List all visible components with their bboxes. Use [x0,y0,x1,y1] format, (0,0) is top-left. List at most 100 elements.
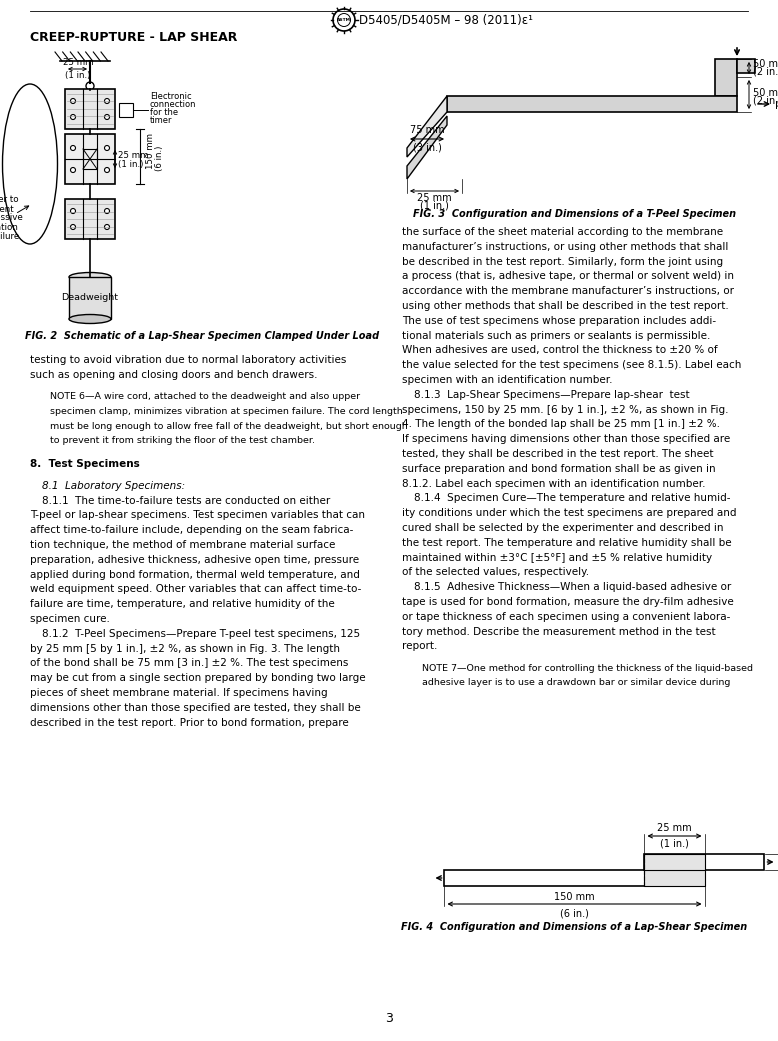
Circle shape [71,225,75,229]
Polygon shape [737,59,755,73]
Circle shape [71,208,75,213]
Text: manufacturer’s instructions, or using other methods that shall: manufacturer’s instructions, or using ot… [402,242,728,252]
Text: (2 in.): (2 in.) [753,67,778,77]
Text: maintained within ±3°C [±5°F] and ±5 % relative humidity: maintained within ±3°C [±5°F] and ±5 % r… [402,553,712,562]
Text: cured shall be selected by the experimenter and described in: cured shall be selected by the experimen… [402,523,724,533]
Text: 8.1.2. Label each specimen with an identification number.: 8.1.2. Label each specimen with an ident… [402,479,706,488]
Circle shape [104,208,110,213]
Text: 8.1.5  Adhesive Thickness—When a liquid-based adhesive or: 8.1.5 Adhesive Thickness—When a liquid-b… [414,582,731,592]
Text: Deadweight: Deadweight [61,294,118,303]
Text: FIG. 3  Configuration and Dimensions of a T-Peel Specimen: FIG. 3 Configuration and Dimensions of a… [413,209,736,219]
Text: 150 mm: 150 mm [554,892,595,902]
Text: 25 mm: 25 mm [118,151,149,159]
Text: 8.1.1  The time-to-failure tests are conducted on either: 8.1.1 The time-to-failure tests are cond… [42,496,330,506]
Text: CREEP-RUPTURE - LAP SHEAR: CREEP-RUPTURE - LAP SHEAR [30,30,237,44]
Text: applied during bond formation, thermal weld temperature, and: applied during bond formation, thermal w… [30,569,360,580]
Text: ity conditions under which the test specimens are prepared and: ity conditions under which the test spec… [402,508,737,518]
Text: (6 in.): (6 in.) [155,146,164,171]
Text: ASTM: ASTM [337,18,351,22]
Circle shape [71,146,75,151]
Text: may be cut from a single section prepared by bonding two large: may be cut from a single section prepare… [30,674,366,683]
Text: adhesive layer is to use a drawdown bar or similar device during: adhesive layer is to use a drawdown bar … [422,679,731,687]
Text: specimen clamp, minimizes vibration at specimen failure. The cord length: specimen clamp, minimizes vibration at s… [50,407,403,415]
Text: connection: connection [150,101,197,109]
Bar [65,134,115,184]
Polygon shape [715,59,737,96]
Text: (1 in.): (1 in.) [660,838,689,848]
Text: report.: report. [402,641,437,652]
Text: 3: 3 [385,1013,393,1025]
Text: (2 in.): (2 in.) [753,96,778,105]
Text: failure are time, temperature, and relative humidity of the: failure are time, temperature, and relat… [30,600,335,609]
Text: surface preparation and bond formation shall be as given in: surface preparation and bond formation s… [402,464,716,474]
Text: tape is used for bond formation, measure the dry-film adhesive: tape is used for bond formation, measure… [402,596,734,607]
Text: tory method. Describe the measurement method in the test: tory method. Describe the measurement me… [402,627,716,637]
Text: tested, they shall be described in the test report. The sheet: tested, they shall be described in the t… [402,449,713,459]
Ellipse shape [69,314,111,324]
Text: 50 mm: 50 mm [753,87,778,98]
Text: 8.1.2  T-Peel Specimens—Prepare T-peel test specimens, 125: 8.1.2 T-Peel Specimens—Prepare T-peel te… [42,629,360,639]
Text: T-peel or lap-shear specimens. Test specimen variables that can: T-peel or lap-shear specimens. Test spec… [30,510,365,520]
Text: of the bond shall be 75 mm [3 in.] ±2 %. The test specimens: of the bond shall be 75 mm [3 in.] ±2 %.… [30,658,349,668]
Text: 25 mm: 25 mm [657,823,692,833]
Circle shape [104,146,110,151]
Text: (1 in.): (1 in.) [65,71,91,80]
Circle shape [104,225,110,229]
Polygon shape [407,116,447,179]
Text: specimen with an identification number.: specimen with an identification number. [402,375,612,385]
Text: the value selected for the test specimens (see 8.1.5). Label each: the value selected for the test specimen… [402,360,741,371]
Text: tion technique, the method of membrane material surface: tion technique, the method of membrane m… [30,540,335,550]
Text: (1 in.): (1 in.) [118,160,143,170]
Text: using other methods that shall be described in the test report.: using other methods that shall be descri… [402,301,729,311]
Text: If specimens having dimensions other than those specified are: If specimens having dimensions other tha… [402,434,731,445]
Text: weld equipment speed. Other variables that can affect time-to-: weld equipment speed. Other variables th… [30,584,361,594]
Text: affect time-to-failure include, depending on the seam fabrica-: affect time-to-failure include, dependin… [30,526,353,535]
Text: NOTE 7—One method for controlling the thickness of the liquid-based: NOTE 7—One method for controlling the th… [422,663,753,672]
Text: 25 mm: 25 mm [417,193,452,203]
Circle shape [71,115,75,120]
Text: (1 in.): (1 in.) [420,201,449,211]
Text: 50 mm: 50 mm [753,59,778,69]
Bar [444,870,705,886]
Text: of the selected values, respectively.: of the selected values, respectively. [402,567,589,578]
Text: 8.  Test Specimens: 8. Test Specimens [30,459,140,468]
Text: testing to avoid vibration due to normal laboratory activities: testing to avoid vibration due to normal… [30,355,346,365]
Circle shape [104,115,110,120]
Text: by 25 mm [5 by 1 in.], ±2 %, as shown in Fig. 3. The length: by 25 mm [5 by 1 in.], ±2 %, as shown in… [30,643,340,654]
Text: preparation, adhesive thickness, adhesive open time, pressure: preparation, adhesive thickness, adhesiv… [30,555,359,565]
Circle shape [104,99,110,103]
Text: When adhesives are used, control the thickness to ±20 % of: When adhesives are used, control the thi… [402,346,717,355]
Text: dimensions other than those specified are tested, they shall be: dimensions other than those specified ar… [30,703,361,713]
Circle shape [71,168,75,173]
Text: The use of test specimens whose preparation includes addi-: The use of test specimens whose preparat… [402,315,716,326]
Text: be described in the test report. Similarly, form the joint using: be described in the test report. Similar… [402,256,723,266]
Bar [119,103,133,117]
Text: D5405/D5405M – 98 (2011)ε¹: D5405/D5405M – 98 (2011)ε¹ [359,14,533,26]
Text: vibration: vibration [0,223,19,231]
Text: (6 in.): (6 in.) [560,908,589,918]
Text: such as opening and closing doors and bench drawers.: such as opening and closing doors and be… [30,370,317,380]
Ellipse shape [69,273,111,281]
Text: for the: for the [150,108,178,118]
Text: must be long enough to allow free fall of the deadweight, but short enough: must be long enough to allow free fall o… [50,422,408,431]
Circle shape [71,99,75,103]
Bar [644,854,705,886]
Text: FIG. 4  Configuration and Dimensions of a Lap-Shear Specimen: FIG. 4 Configuration and Dimensions of a… [401,922,748,932]
Text: Electronic: Electronic [150,93,191,102]
Text: timer: timer [150,117,173,126]
Text: a process (that is, adhesive tape, or thermal or solvent weld) in: a process (that is, adhesive tape, or th… [402,272,734,281]
Text: pull: pull [775,99,778,109]
Bar [69,277,111,319]
Text: to prevent it from striking the floor of the test chamber.: to prevent it from striking the floor of… [50,436,315,446]
Text: 25 mm: 25 mm [63,58,93,67]
Text: described in the test report. Prior to bond formation, prepare: described in the test report. Prior to b… [30,717,349,728]
Text: 8.1.4  Specimen Cure—The temperature and relative humid-: 8.1.4 Specimen Cure—The temperature and … [414,493,731,504]
Text: the test report. The temperature and relative humidity shall be: the test report. The temperature and rel… [402,538,731,548]
Text: the surface of the sheet material according to the membrane: the surface of the sheet material accord… [402,227,723,237]
Text: (3 in.): (3 in.) [412,143,441,153]
Bar [644,854,765,870]
Text: at failure: at failure [0,231,19,240]
Bar [83,149,97,169]
Text: pieces of sheet membrane material. If specimens having: pieces of sheet membrane material. If sp… [30,688,328,699]
Text: Tether to: Tether to [0,196,19,204]
